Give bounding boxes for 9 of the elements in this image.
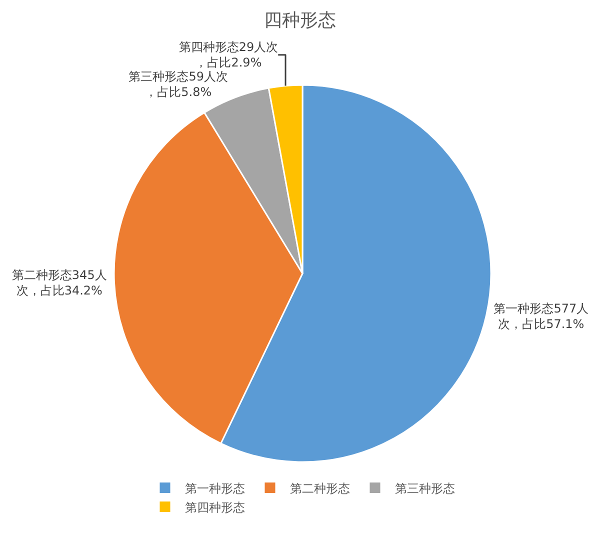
data-label: 第二种形态345人次，占比34.2% — [12, 268, 107, 298]
chart-title: 四种形态 — [264, 10, 336, 31]
legend-label: 第四种形态 — [185, 500, 245, 514]
legend-label: 第三种形态 — [395, 481, 455, 496]
data-label: 第四种形态29人次，占比2.9% — [178, 40, 278, 70]
data-label: 第三种形态59人次，占比5.8% — [128, 70, 228, 100]
legend-label: 第二种形态 — [290, 481, 350, 496]
data-label: 第一种形态577人次，占比57.1% — [494, 301, 589, 331]
legend-label: 第一种形态 — [185, 481, 245, 496]
